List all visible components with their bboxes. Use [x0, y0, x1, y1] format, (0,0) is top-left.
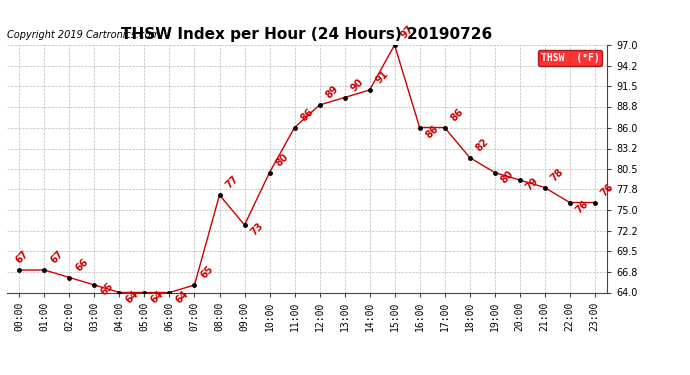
Text: 67: 67 [48, 249, 65, 266]
Text: 90: 90 [348, 77, 365, 93]
Text: 64: 64 [124, 288, 140, 305]
Text: 82: 82 [474, 136, 491, 153]
Legend: THSW  (°F): THSW (°F) [538, 50, 602, 66]
Text: 76: 76 [574, 198, 591, 215]
Text: 80: 80 [499, 168, 515, 185]
Text: 80: 80 [274, 152, 290, 168]
Text: 86: 86 [448, 106, 466, 123]
Text: 73: 73 [248, 221, 265, 237]
Text: 65: 65 [199, 264, 215, 281]
Text: 97: 97 [399, 24, 415, 41]
Text: 66: 66 [74, 257, 90, 273]
Text: 65: 65 [99, 281, 115, 297]
Text: Copyright 2019 Cartronics.com: Copyright 2019 Cartronics.com [7, 30, 160, 40]
Text: 64: 64 [174, 288, 190, 305]
Text: 76: 76 [599, 182, 615, 198]
Text: 91: 91 [374, 69, 391, 86]
Text: 67: 67 [14, 249, 30, 266]
Text: 64: 64 [148, 288, 165, 305]
Text: 79: 79 [524, 176, 540, 192]
Text: 86: 86 [424, 123, 440, 140]
Text: 86: 86 [299, 106, 315, 123]
Text: 78: 78 [549, 166, 566, 183]
Text: 89: 89 [324, 84, 340, 101]
Text: 77: 77 [224, 174, 240, 191]
Title: THSW Index per Hour (24 Hours) 20190726: THSW Index per Hour (24 Hours) 20190726 [121, 27, 493, 42]
